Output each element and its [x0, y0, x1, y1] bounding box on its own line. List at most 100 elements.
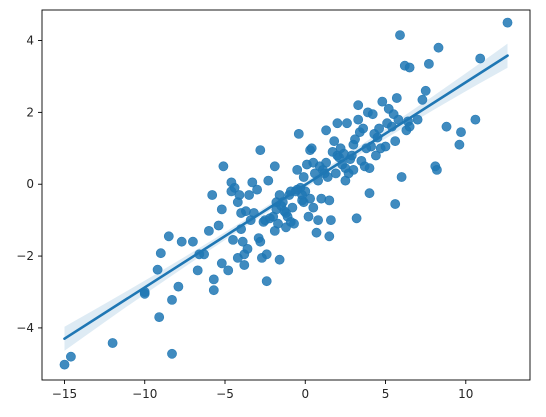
y-tick-label: 4: [26, 34, 34, 48]
data-point: [342, 118, 352, 129]
data-point: [395, 30, 405, 40]
data-point: [187, 236, 198, 247]
y-tick-label: −2: [16, 249, 34, 263]
data-point: [66, 351, 76, 362]
x-tick-label: 0: [301, 387, 309, 401]
data-point: [370, 150, 381, 161]
data-point: [234, 190, 245, 200]
data-point: [353, 114, 364, 125]
data-point: [240, 206, 251, 217]
data-point: [390, 136, 401, 146]
data-point: [423, 59, 434, 69]
regression-line: [63, 54, 509, 340]
data-point: [218, 161, 229, 172]
x-tick-label: −5: [216, 387, 234, 401]
data-point: [263, 175, 274, 186]
data-point: [261, 276, 272, 287]
plot-frame: [41, 9, 531, 381]
data-point: [287, 202, 298, 213]
data-point: [252, 184, 262, 195]
data-point: [207, 190, 218, 200]
data-point: [208, 274, 219, 285]
scatter-points-layer: [59, 17, 513, 370]
data-point: [176, 236, 187, 247]
data-point: [321, 157, 331, 168]
data-point: [364, 188, 375, 199]
data-point: [502, 17, 513, 28]
x-tick-label: 10: [458, 387, 473, 401]
data-point: [244, 190, 254, 200]
data-point: [247, 177, 258, 188]
data-point: [173, 281, 184, 292]
data-point: [167, 294, 177, 305]
data-point: [391, 93, 402, 103]
data-point: [441, 121, 452, 132]
data-point: [353, 100, 364, 111]
data-point: [332, 118, 343, 129]
data-point: [228, 234, 238, 245]
data-point: [348, 164, 359, 175]
x-tick-label: 5: [382, 387, 390, 401]
data-point: [152, 264, 163, 275]
data-point: [289, 218, 299, 229]
data-point: [454, 139, 465, 150]
data-point: [321, 125, 331, 136]
data-point: [107, 338, 118, 348]
data-point: [154, 312, 165, 322]
y-axis-ticks: −4 −2 0 2 4: [16, 34, 42, 335]
y-tick-label: 0: [26, 177, 34, 191]
data-point: [475, 53, 486, 64]
data-point: [322, 172, 333, 182]
data-point: [330, 168, 341, 179]
data-point: [390, 199, 401, 209]
data-point: [316, 193, 327, 204]
data-point: [396, 172, 407, 182]
data-point: [367, 109, 378, 120]
x-tick-label: −15: [52, 387, 77, 401]
data-point: [412, 114, 423, 125]
data-point: [374, 123, 384, 134]
data-point: [325, 215, 336, 225]
data-point: [377, 96, 388, 107]
data-point: [293, 128, 304, 139]
data-point: [223, 265, 234, 276]
data-point: [203, 225, 214, 236]
data-point: [420, 85, 431, 96]
data-point: [213, 220, 224, 231]
data-point: [255, 236, 266, 247]
data-point: [311, 227, 322, 238]
data-point: [417, 94, 428, 105]
data-point: [237, 236, 248, 247]
data-point: [358, 123, 368, 134]
data-point: [329, 136, 340, 146]
data-point: [216, 204, 227, 215]
data-point: [167, 348, 177, 359]
x-axis-ticks: −15 −10 −5 0 5 10: [52, 380, 473, 401]
y-tick-label: −4: [16, 321, 34, 335]
data-point: [380, 141, 391, 152]
data-point: [261, 249, 272, 260]
data-point: [216, 258, 227, 269]
data-point: [351, 213, 362, 224]
data-point: [350, 134, 360, 145]
data-point: [229, 182, 240, 193]
data-point: [300, 186, 311, 197]
x-tick-label: −10: [132, 387, 157, 401]
data-point: [208, 285, 219, 296]
data-point: [155, 248, 166, 259]
data-point: [470, 114, 481, 125]
data-point: [433, 42, 444, 53]
data-point: [456, 127, 466, 138]
data-point: [274, 254, 285, 265]
data-point: [59, 359, 70, 370]
data-point: [298, 172, 309, 182]
data-point: [303, 211, 314, 222]
axes-frame: [41, 9, 531, 381]
data-point: [163, 231, 174, 242]
data-point: [192, 265, 203, 276]
data-point: [273, 218, 283, 229]
data-point: [364, 163, 375, 173]
data-point: [313, 215, 323, 225]
data-point: [255, 145, 266, 155]
